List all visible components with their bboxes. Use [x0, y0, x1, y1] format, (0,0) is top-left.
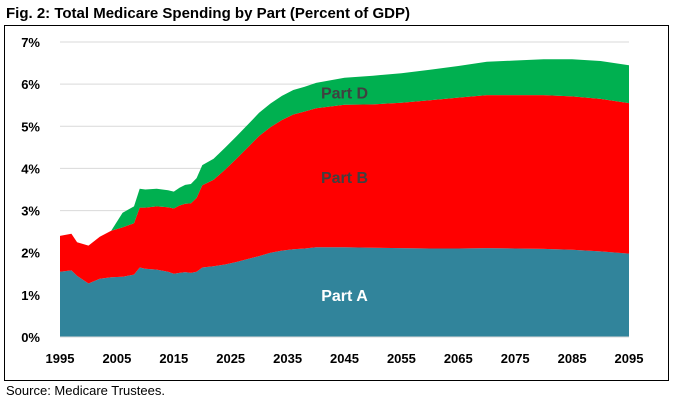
- y-tick-label: 5%: [21, 119, 40, 134]
- area-part-b: [60, 95, 629, 284]
- x-tick-label: 2085: [558, 351, 587, 366]
- y-tick-label: 0%: [21, 330, 40, 345]
- area-label-part-d: Part D: [321, 86, 368, 103]
- source-note: Source: Medicare Trustees.: [6, 383, 165, 398]
- y-tick-label: 7%: [21, 35, 40, 50]
- x-tick-label: 2055: [387, 351, 416, 366]
- area-part-a: [60, 247, 629, 337]
- x-tick-label: 2005: [102, 351, 131, 366]
- chart-frame: [4, 25, 669, 381]
- x-tick-label: 2095: [615, 351, 644, 366]
- y-tick-label: 4%: [21, 161, 40, 176]
- x-tick-label: 2015: [159, 351, 188, 366]
- x-tick-label: 2065: [444, 351, 473, 366]
- x-tick-label: 2035: [273, 351, 302, 366]
- y-tick-label: 1%: [21, 288, 40, 303]
- area-part-d: [60, 59, 629, 246]
- y-tick-label: 2%: [21, 246, 40, 261]
- x-tick-label: 2045: [330, 351, 359, 366]
- area-label-part-a: Part A: [321, 288, 368, 305]
- area-label-part-b: Part B: [321, 170, 368, 187]
- x-tick-label: 2025: [216, 351, 245, 366]
- y-tick-label: 6%: [21, 77, 40, 92]
- chart-title: Fig. 2: Total Medicare Spending by Part …: [6, 5, 410, 22]
- y-tick-label: 3%: [21, 204, 40, 219]
- x-tick-label: 1995: [46, 351, 75, 366]
- x-tick-label: 2075: [501, 351, 530, 366]
